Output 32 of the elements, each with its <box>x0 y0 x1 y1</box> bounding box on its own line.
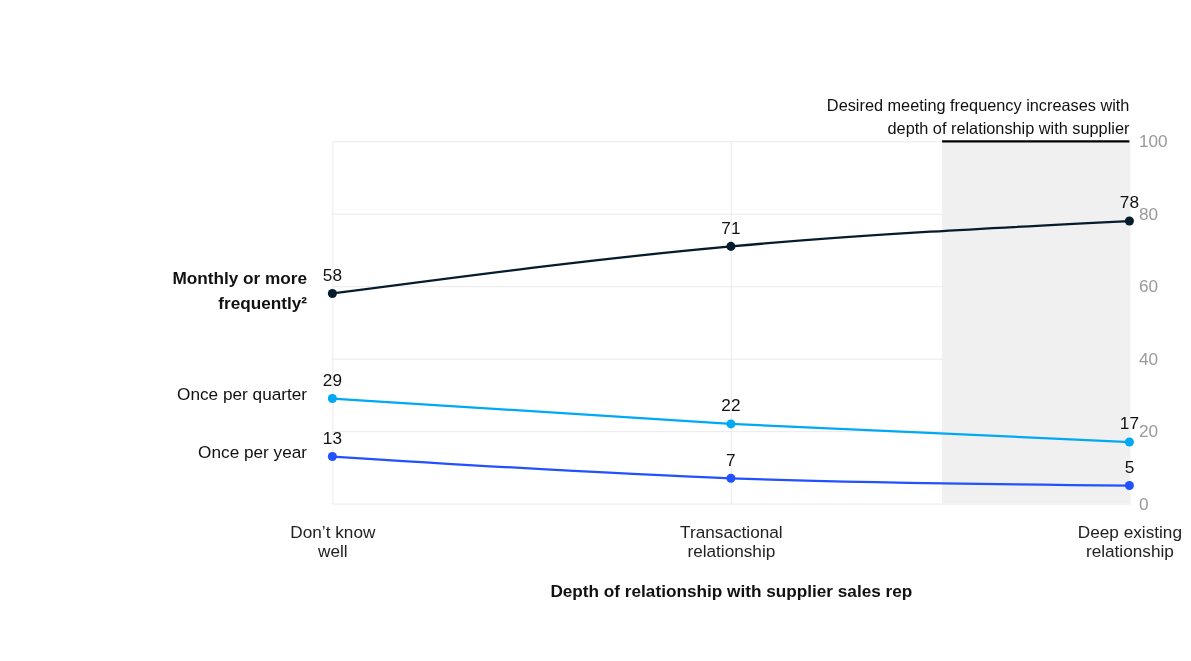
data-label: 71 <box>721 217 741 238</box>
point <box>726 473 736 483</box>
point <box>327 394 337 404</box>
x-tick-label: Transactional relationship <box>680 521 783 561</box>
data-label: 7 <box>726 449 736 470</box>
point <box>1124 480 1134 491</box>
data-label: 29 <box>322 369 342 390</box>
x-axis-title: Depth of relationship with supplier sales rep <box>550 581 913 602</box>
point <box>726 419 736 429</box>
y-tick-label: 60 <box>1138 276 1159 297</box>
data-label: 13 <box>322 427 342 448</box>
band-label: Desired meeting frequency increases with depth of relationship with supplier <box>826 95 1130 138</box>
series-label: Once per quarter <box>177 384 308 405</box>
point <box>1124 216 1134 226</box>
point <box>327 288 337 299</box>
series-label: Once per year <box>198 442 308 463</box>
data-label: 5 <box>1124 456 1135 477</box>
data-label: 22 <box>721 395 741 416</box>
y-tick-label: 40 <box>1138 348 1159 369</box>
data-label: 17 <box>1119 413 1139 434</box>
y-tick-label: 0 <box>1138 493 1149 514</box>
data-label: 78 <box>1119 192 1139 213</box>
x-tick-label: Deep existing relationship <box>1077 521 1182 561</box>
point <box>327 452 337 462</box>
data-label: 58 <box>322 264 342 285</box>
y-tick-label: 80 <box>1138 203 1159 224</box>
point <box>726 241 736 251</box>
point <box>1124 437 1134 447</box>
y-tick-label: 20 <box>1138 421 1159 442</box>
y-tick-label: 100 <box>1138 131 1168 152</box>
x-tick-label: Don’t know well <box>290 521 376 561</box>
series-label: Monthly or more frequently² <box>172 267 308 313</box>
